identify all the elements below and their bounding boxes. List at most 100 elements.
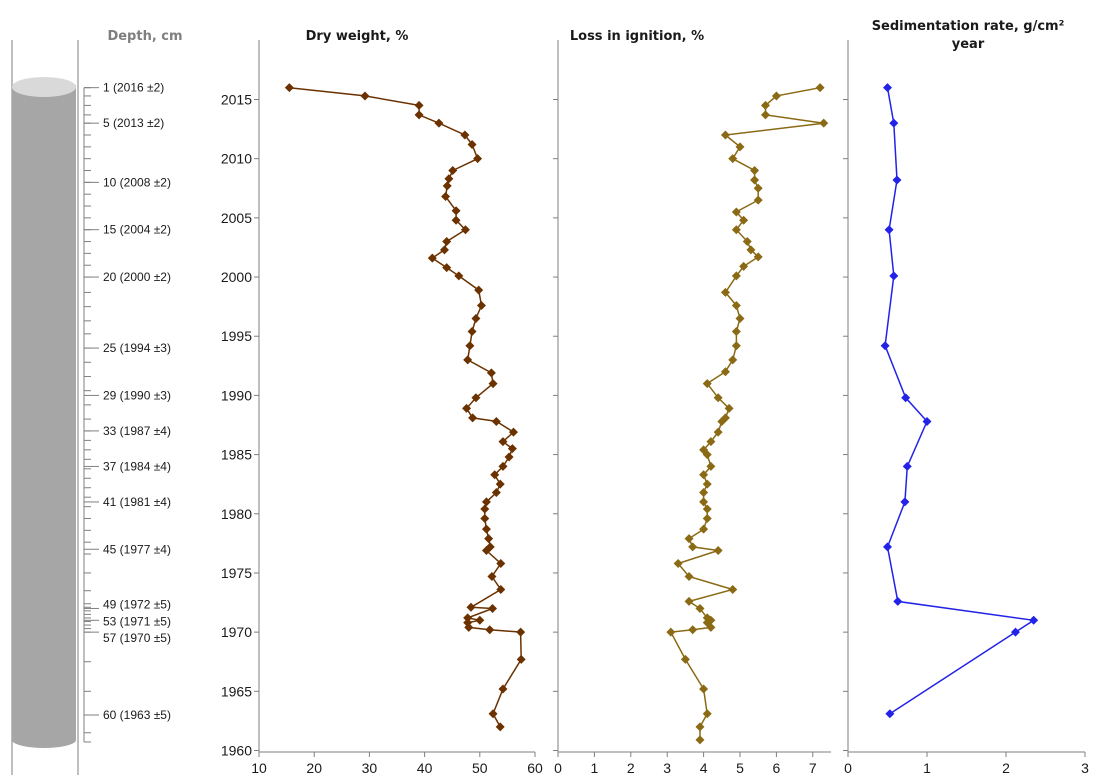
dry-weight-data-point: [481, 497, 491, 507]
loi-data-point: [753, 195, 763, 205]
dry-weight-data-point: [442, 263, 452, 273]
loi-data-point: [684, 572, 694, 582]
loi-data-point: [760, 110, 770, 120]
dry-weight-data-point: [485, 625, 495, 635]
loi-data-point: [680, 654, 690, 664]
dry-weight-data-point: [487, 603, 497, 613]
depth-label: 20 (2000 ±2): [103, 270, 171, 284]
depth-label: 60 (1963 ±5): [103, 708, 171, 722]
dry-weight-data-point: [495, 479, 505, 489]
loi-data-point: [699, 487, 709, 497]
dry-weight-data-point: [442, 237, 452, 247]
year-tick-label: 2015: [221, 92, 252, 108]
loi-data-point: [735, 313, 745, 323]
loi-x-tick-label: 6: [773, 760, 781, 776]
loi-data-point: [688, 542, 698, 552]
loi-data-point: [731, 207, 741, 217]
depth-label: 49 (1972 ±5): [103, 597, 171, 611]
loi-data-point: [771, 91, 781, 101]
sed-rate-data-point: [889, 118, 899, 128]
loss-on-ignition-panel: 0 1 2 3 4 5 6 7: [553, 40, 831, 776]
loi-data-point: [731, 271, 741, 281]
dry-weight-data-point: [487, 572, 497, 582]
loi-data-point: [706, 437, 716, 447]
loi-data-point: [717, 416, 727, 426]
depth-label: 29 (1990 ±3): [103, 388, 171, 402]
loi-data-point: [699, 497, 709, 507]
loi-data-point: [731, 341, 741, 351]
loi-data-point: [684, 596, 694, 606]
loi-data-point: [699, 684, 709, 694]
dry-weight-data-point: [481, 524, 491, 534]
loi-data-point: [753, 252, 763, 262]
depth-label: 1 (2016 ±2): [103, 81, 164, 95]
depth-label: 53 (1971 ±5): [103, 614, 171, 628]
dry-weight-data-point: [414, 110, 424, 120]
dry-weight-panel: 10 20 30 40 50 60: [251, 40, 543, 776]
dry-weight-x-tick-label: 20: [306, 760, 322, 776]
loi-data-point: [742, 237, 752, 247]
loi-data-point: [702, 504, 712, 514]
dry-weight-data-point: [490, 470, 500, 480]
dry-weight-data-point: [460, 130, 470, 140]
dry-weight-data-point: [360, 91, 370, 101]
dry-weight-data-point: [498, 461, 508, 471]
year-tick-label: 2005: [221, 210, 252, 226]
sed-rate-x-tick-label: 2: [1002, 760, 1010, 776]
sed-rate-title-line1: Sedimentation rate, g/cm²: [872, 19, 1065, 34]
dry-weight-data-point: [451, 206, 461, 216]
sed-rate-data-point: [883, 83, 892, 93]
dry-weight-data-point: [496, 585, 506, 595]
dry-weight-data-point: [467, 139, 477, 149]
year-tick-label: 1970: [221, 624, 252, 640]
loi-data-point: [688, 625, 698, 635]
sed-rate-data-point: [880, 341, 890, 351]
sed-rate-data-point: [885, 709, 895, 719]
dry-weight-data-point: [465, 341, 475, 351]
loi-data-point: [753, 183, 763, 193]
depth-label: 57 (1970 ±5): [103, 631, 171, 645]
loi-data-point: [720, 130, 730, 140]
dry-weight-data-point: [444, 174, 454, 184]
dry-weight-data-point: [471, 393, 481, 403]
loi-data-point: [673, 558, 683, 568]
dry-weight-title: Dry weight, %: [306, 29, 409, 44]
dry-weight-x-tick-label: 30: [362, 760, 378, 776]
dry-weight-data-point: [427, 253, 437, 263]
sed-rate-data-point: [900, 497, 910, 507]
dry-weight-data-point: [475, 615, 485, 625]
sed-rate-x-tick-label: 3: [1081, 760, 1089, 776]
dry-weight-data-point: [484, 534, 494, 544]
year-tick-label: 1990: [221, 387, 252, 403]
loi-data-point: [666, 627, 676, 637]
loi-data-point: [702, 379, 712, 389]
loi-data-point: [702, 709, 712, 719]
dry-weight-data-point: [441, 192, 451, 202]
dry-weight-data-point: [467, 326, 477, 336]
loi-x-tick-label: 7: [809, 760, 817, 776]
depth-label: 5 (2013 ±2): [103, 116, 164, 130]
year-tick-label: 1995: [221, 328, 252, 344]
year-tick-label: 1985: [221, 447, 252, 463]
dry-weight-data-point: [495, 722, 505, 732]
dry-weight-data-point: [504, 452, 514, 462]
depth-axis: 1 (2016 ±2) 5 (2013 ±2) 10 (2008 ±2) 15 (20…: [83, 81, 171, 743]
loi-data-point: [695, 722, 705, 732]
dry-weight-data-point: [451, 215, 461, 225]
loi-data-point: [728, 355, 738, 365]
dry-weight-data-point: [480, 504, 490, 514]
dry-weight-data-point: [486, 368, 496, 378]
sed-rate-x-tick-label: 0: [844, 760, 852, 776]
loi-data-point: [731, 225, 741, 235]
loi-data-point: [699, 524, 709, 534]
dry-weight-data-point: [481, 545, 491, 555]
depth-header: Depth, cm: [107, 29, 182, 44]
sed-rate-series-line: [884, 87, 1036, 715]
loi-data-point: [713, 545, 723, 555]
loi-data-point: [695, 735, 705, 745]
depth-label: 25 (1994 ±3): [103, 341, 171, 355]
dry-weight-data-point: [414, 100, 424, 110]
depth-label: 41 (1981 ±4): [103, 495, 171, 509]
loi-x-tick-label: 5: [736, 760, 744, 776]
sed-rate-data-point: [922, 416, 932, 426]
